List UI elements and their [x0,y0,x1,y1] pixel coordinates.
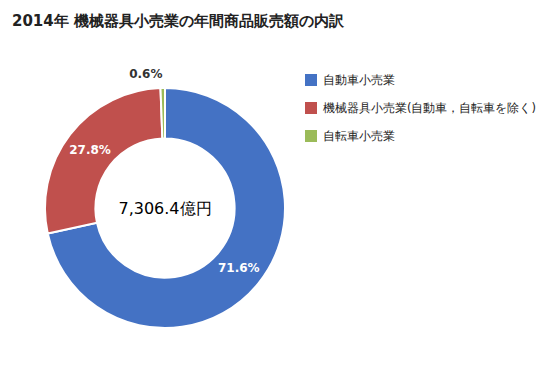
legend-label: 機械器具小売業(自動車，自転車を除く) [323,101,536,115]
slices [45,88,285,328]
background [0,0,560,366]
data-label: 27.8% [69,143,111,157]
title: 2014年 機械器具小売業の年間商品販売額の内訳 [12,12,345,30]
chart: 2014年 機械器具小売業の年間商品販売額の内訳 71.6% 27.8% 0.6% 7,… [0,0,560,366]
data-label: 0.6% [129,67,162,81]
legend: 自動車小売業機械器具小売業(自動車，自転車を除く) 自転車小売業 [305,73,536,143]
data-labels: 71.6% 27.8% 0.6% [69,67,259,274]
legend-swatch [305,102,317,114]
data-label: 71.6% [218,261,260,275]
legend-swatch [305,130,317,142]
slice [160,88,165,138]
center-text: 7,306.4億円 [118,199,211,218]
legend-label: 自転車小売業 [323,129,395,143]
legend-swatch [305,74,317,86]
legend-label: 自動車小売業 [323,73,395,87]
